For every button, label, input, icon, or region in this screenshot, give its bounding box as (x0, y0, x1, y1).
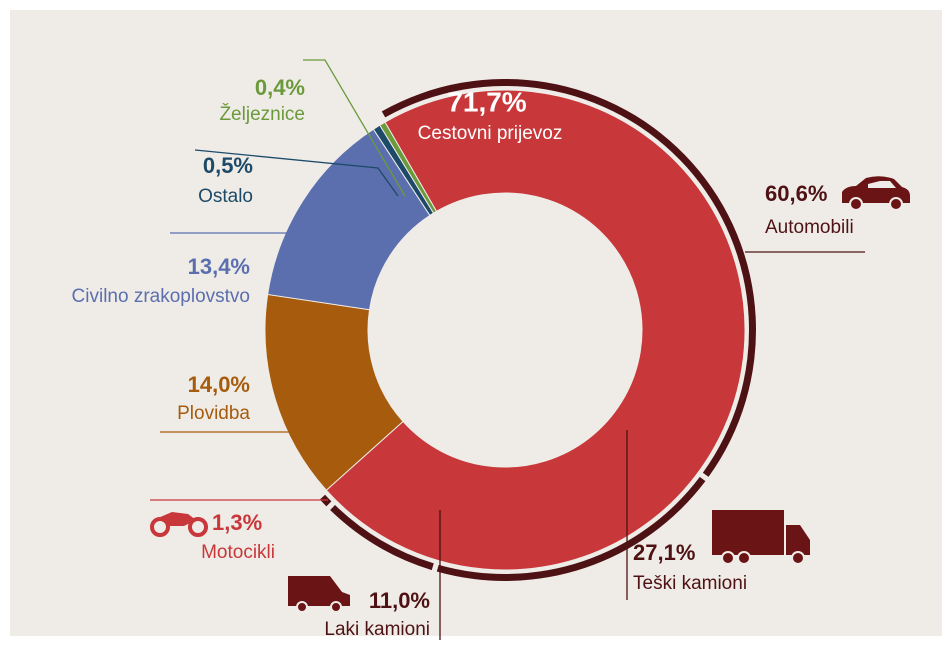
sub-value-label: 27,1% (633, 540, 695, 565)
category-label: Plovidba (177, 403, 250, 424)
sub-value-label: 1,3% (212, 510, 262, 535)
leader-line (194, 149, 399, 197)
sub-segment (436, 476, 706, 581)
sub-category-label: Laki kamioni (324, 619, 430, 640)
sub-category-label: Automobili (765, 217, 854, 238)
sub-value-label: 11,0% (369, 588, 430, 613)
car-icon (842, 176, 910, 211)
category-label: Željeznice (219, 103, 305, 125)
sub-category-label: Motocikli (201, 542, 275, 563)
motorbike-icon (150, 512, 208, 537)
value-label: 0,5% (203, 153, 253, 178)
sub-category-label: Teški kamioni (633, 573, 747, 594)
slice (325, 89, 746, 571)
van-icon (288, 576, 350, 613)
icons (150, 176, 910, 613)
value-label: 71,7% (447, 86, 526, 117)
truck-icon (712, 510, 810, 565)
value-label: 14,0% (188, 372, 250, 397)
leader-line (303, 59, 406, 197)
category-label: Cestovni prijevoz (418, 123, 563, 144)
slice (379, 121, 438, 214)
value-label: 0,4% (255, 75, 305, 100)
sub-segment (330, 505, 434, 571)
category-label: Ostalo (198, 186, 253, 207)
sub-value-label: 60,6% (765, 181, 827, 206)
category-label: Civilno zrakoplovstvo (72, 286, 250, 307)
value-label: 13,4% (188, 254, 250, 279)
